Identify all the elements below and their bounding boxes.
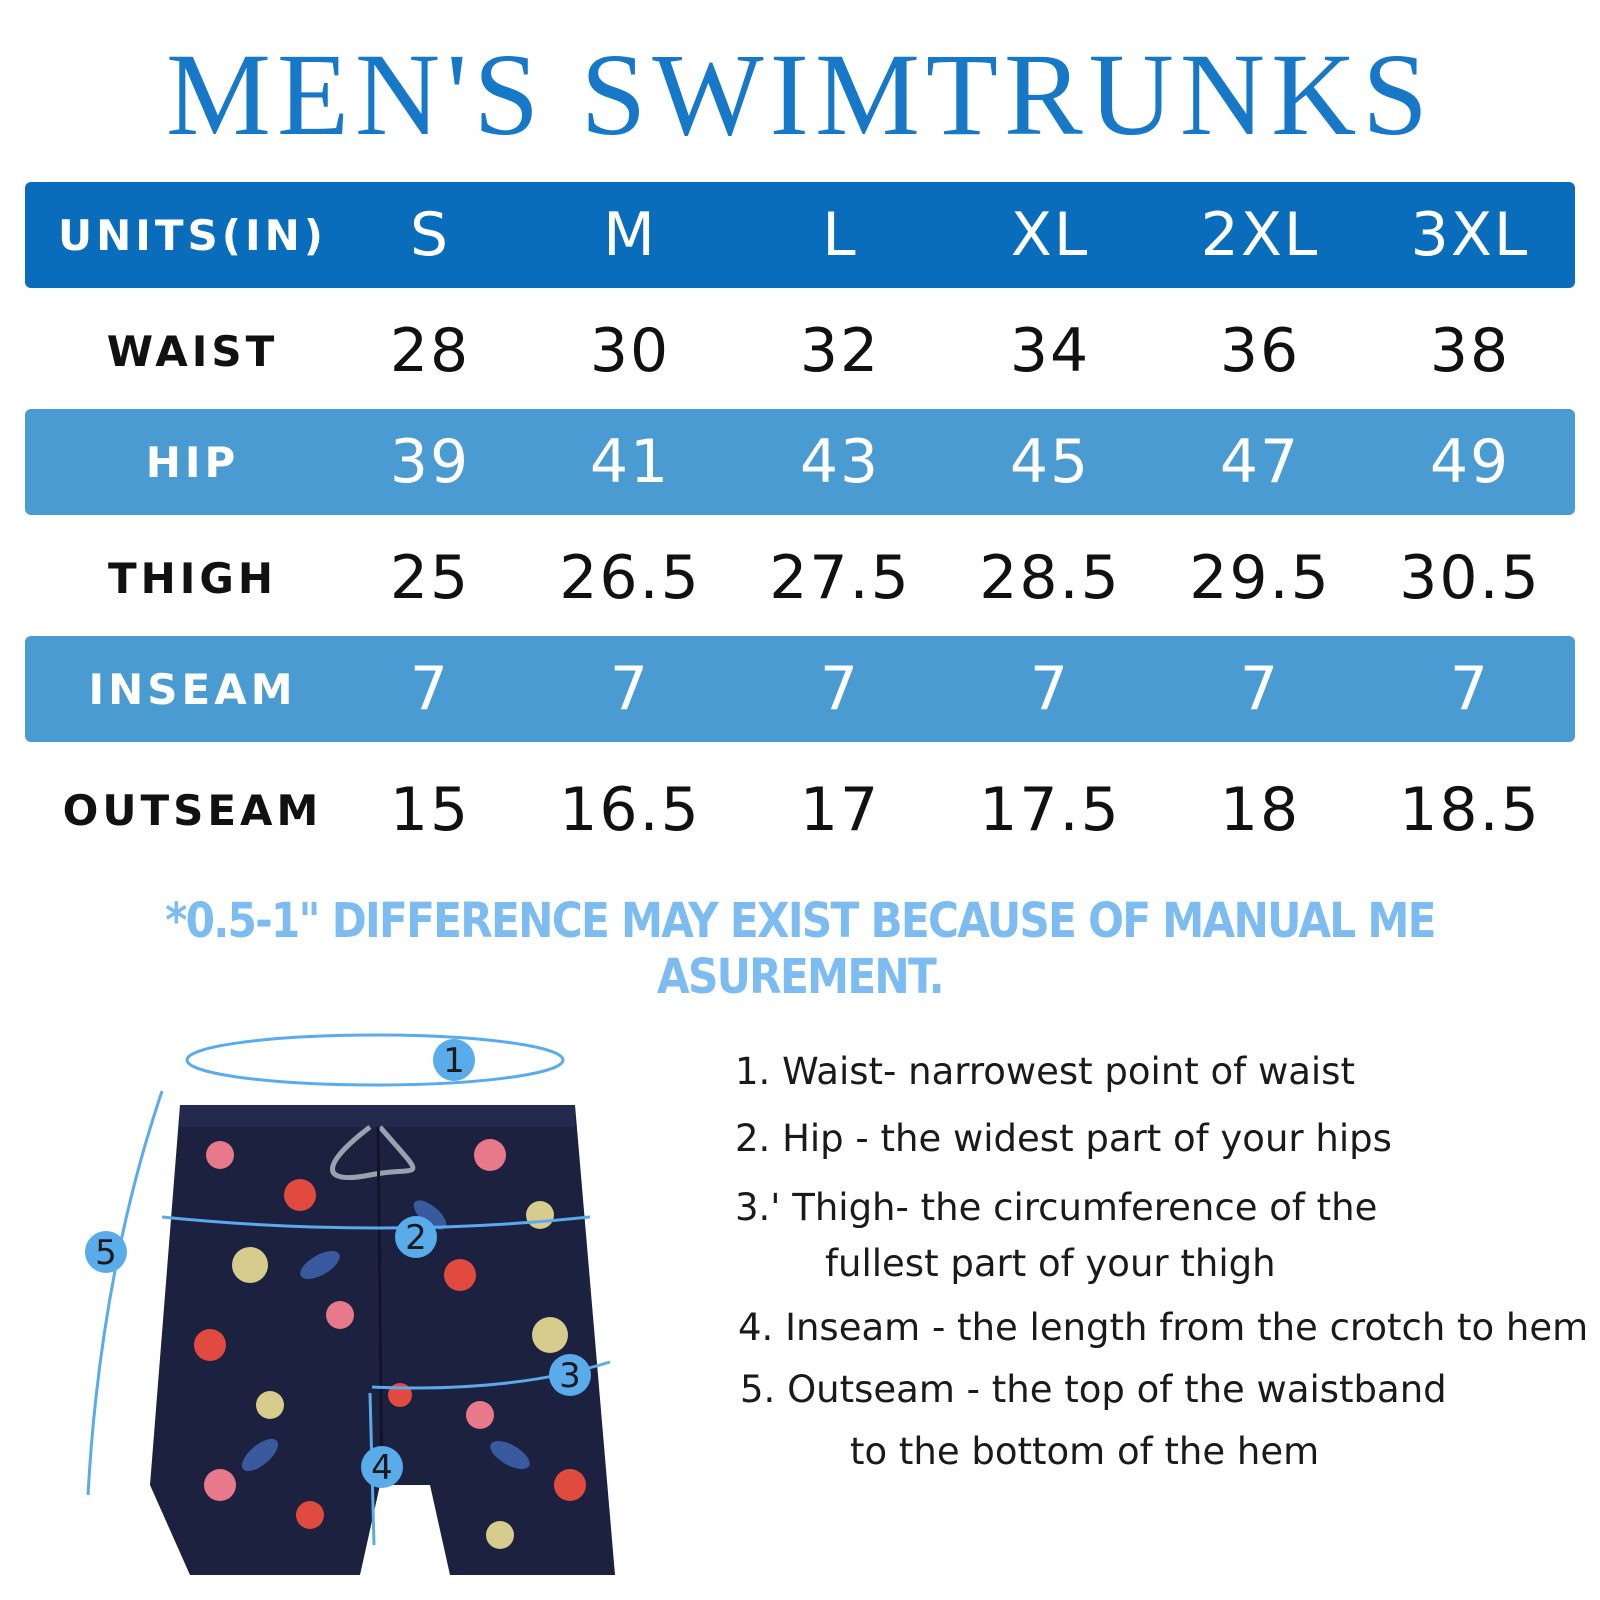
measurement-note: *0.5-1" DIFFERENCE MAY EXIST BECAUSE OF … <box>165 893 1436 1005</box>
table-cell: 28.5 <box>979 543 1121 613</box>
size-chart-table: UNITS(IN) S M L XL 2XL 3XL WAIST 28 30 3… <box>25 182 1575 863</box>
swim-shorts <box>150 1105 615 1575</box>
table-cell: 34 <box>1009 316 1091 386</box>
table-cell: 30 <box>589 316 671 386</box>
thigh-row: THIGH 25 26.5 27.5 28.5 29.5 30.5 <box>25 525 1575 631</box>
waist-row: WAIST 28 30 32 34 36 38 <box>25 298 1575 404</box>
marker-1: 1 <box>433 1039 475 1081</box>
units-label: UNITS(IN) <box>58 210 327 260</box>
table-cell: 43 <box>799 427 881 497</box>
table-cell: 7 <box>1239 654 1281 724</box>
row-label-waist: WAIST <box>106 326 279 376</box>
hip-row: HIP 39 41 43 45 47 49 <box>25 409 1575 515</box>
size-s: S <box>409 200 451 270</box>
size-2xl: 2XL <box>1200 200 1320 270</box>
instruction-thigh-cont: fullest part of your thigh <box>825 1242 1276 1285</box>
hip-line <box>161 1215 591 1230</box>
table-cell: 16.5 <box>559 775 701 845</box>
measurement-diagram: 1 2 3 4 5 <box>70 1015 690 1595</box>
marker-5: 5 <box>85 1231 127 1273</box>
size-m: M <box>603 200 657 270</box>
size-header-row: UNITS(IN) S M L XL 2XL 3XL <box>25 182 1575 288</box>
outseam-row: OUTSEAM 15 16.5 17 17.5 18 18.5 <box>25 757 1575 863</box>
table-cell: 25 <box>389 543 471 613</box>
row-label-hip: HIP <box>145 437 240 487</box>
table-cell: 32 <box>799 316 881 386</box>
table-cell: 15 <box>389 775 471 845</box>
table-cell: 28 <box>389 316 471 386</box>
shorts-illustration: 1 2 3 4 5 <box>85 1033 615 1575</box>
instruction-hip: 2. Hip - the widest part of your hips <box>735 1117 1392 1160</box>
table-cell: 27.5 <box>769 543 911 613</box>
table-cell: 7 <box>1449 654 1491 724</box>
table-cell: 7 <box>1029 654 1071 724</box>
instruction-outseam: 5. Outseam - the top of the waistband <box>740 1368 1447 1411</box>
table-cell: 30.5 <box>1399 543 1541 613</box>
size-3xl: 3XL <box>1410 200 1530 270</box>
page-title: MEN'S SWIMTRUNKS <box>166 29 1434 160</box>
waist-ellipse <box>185 1033 565 1087</box>
marker-2: 2 <box>395 1216 437 1258</box>
outseam-line <box>86 1090 164 1496</box>
svg-text:4: 4 <box>371 1448 393 1488</box>
table-cell: 26.5 <box>559 543 701 613</box>
table-cell: 41 <box>589 427 671 497</box>
size-xl: XL <box>1010 200 1090 270</box>
row-label-inseam: INSEAM <box>88 664 297 714</box>
row-label-thigh: THIGH <box>107 553 278 603</box>
table-cell: 17.5 <box>979 775 1121 845</box>
table-cell: 36 <box>1219 316 1301 386</box>
table-cell: 18 <box>1219 775 1301 845</box>
row-label-outseam: OUTSEAM <box>62 785 323 835</box>
table-cell: 7 <box>609 654 651 724</box>
table-cell: 7 <box>409 654 451 724</box>
table-cell: 39 <box>389 427 471 497</box>
instruction-waist: 1. Waist- narrowest point of waist <box>735 1050 1355 1093</box>
table-cell: 45 <box>1009 427 1091 497</box>
table-cell: 38 <box>1429 316 1511 386</box>
table-cell: 7 <box>819 654 861 724</box>
svg-text:1: 1 <box>443 1041 465 1081</box>
marker-4: 4 <box>361 1446 403 1488</box>
table-cell: 29.5 <box>1189 543 1331 613</box>
size-l: L <box>822 200 858 270</box>
table-cell: 47 <box>1219 427 1301 497</box>
svg-text:3: 3 <box>559 1356 581 1396</box>
instruction-thigh: 3.' Thigh- the circumference of the <box>735 1186 1378 1229</box>
svg-text:5: 5 <box>95 1233 117 1273</box>
table-cell: 49 <box>1429 427 1511 497</box>
marker-3: 3 <box>549 1354 591 1396</box>
instruction-inseam: 4. Inseam - the length from the crotch t… <box>738 1306 1589 1349</box>
svg-text:2: 2 <box>405 1218 427 1258</box>
instruction-outseam-cont: to the bottom of the hem <box>850 1430 1320 1473</box>
inseam-row: INSEAM 7 7 7 7 7 7 <box>25 636 1575 742</box>
table-cell: 17 <box>799 775 881 845</box>
table-cell: 18.5 <box>1399 775 1541 845</box>
